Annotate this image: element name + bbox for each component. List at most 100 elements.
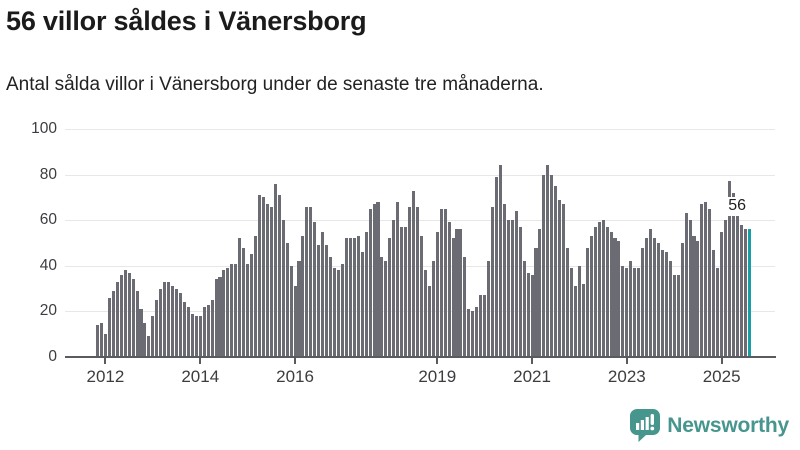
bar: [151, 315, 155, 357]
bar: [171, 286, 175, 357]
gridline: [65, 220, 775, 222]
bar: [96, 325, 100, 357]
bar: [364, 231, 368, 357]
bar: [115, 281, 119, 357]
bar: [139, 309, 143, 357]
bar: [566, 247, 570, 357]
bar: [254, 236, 258, 357]
bar: [119, 274, 123, 357]
bar: [182, 302, 186, 357]
bar-chart: [65, 129, 775, 357]
bar: [637, 268, 641, 357]
bar: [202, 306, 206, 357]
bar: [281, 220, 285, 357]
bar: [257, 195, 262, 357]
x-tick-label: 2025: [702, 367, 741, 386]
highlight-value-label: 56: [725, 197, 749, 216]
bar: [289, 265, 293, 357]
bar: [704, 201, 708, 357]
bar: [546, 165, 550, 357]
bar: [427, 286, 431, 357]
x-tick-mark: [720, 358, 723, 364]
bar: [277, 195, 281, 357]
bar: [720, 231, 724, 357]
bar: [356, 236, 360, 357]
x-tick-label: 2014: [181, 367, 220, 386]
bar: [336, 270, 341, 357]
bar: [186, 306, 190, 357]
newsworthy-logo[interactable]: Newsworthy: [630, 409, 789, 442]
bar: [135, 290, 139, 357]
x-tick-mark: [294, 358, 297, 364]
bar: [455, 229, 459, 357]
bar: [190, 313, 194, 357]
bar: [210, 300, 214, 357]
bar: [712, 249, 716, 357]
bar: [419, 236, 423, 357]
bar: [597, 222, 601, 357]
bar: [605, 227, 609, 357]
bar: [731, 192, 736, 357]
bar: [384, 261, 388, 357]
bar: [230, 263, 234, 357]
bar: [463, 256, 467, 357]
bar: [404, 227, 408, 357]
bar: [518, 227, 522, 357]
bar: [668, 261, 672, 357]
y-tick-label: 80: [39, 165, 57, 183]
bar: [593, 227, 597, 357]
bar: [348, 238, 352, 357]
bar: [475, 306, 479, 357]
bar: [581, 284, 585, 357]
highlighted-bar: [747, 229, 751, 357]
y-axis-labels: 0 20 40 60 80 100: [14, 120, 57, 365]
bar: [273, 183, 277, 357]
bar: [708, 208, 712, 357]
bar: [487, 261, 491, 357]
bar: [530, 274, 534, 357]
bar: [163, 281, 167, 357]
bar: [601, 220, 605, 357]
bar: [672, 274, 676, 357]
bar: [522, 261, 526, 357]
chart-subtitle: Antal sålda villor i Vänersborg under de…: [6, 74, 544, 95]
x-tick-label: 2023: [607, 367, 646, 386]
bar: [206, 304, 210, 357]
bar: [340, 263, 344, 357]
bar: [621, 265, 625, 357]
bars: [65, 129, 775, 357]
bar: [514, 211, 518, 357]
bar: [238, 238, 242, 357]
bar: [250, 254, 254, 357]
bar: [226, 268, 230, 357]
bar: [234, 263, 238, 357]
bar: [99, 322, 104, 357]
y-tick-label: 60: [39, 211, 57, 229]
bar: [143, 322, 147, 357]
x-tick-mark: [625, 358, 628, 364]
bar: [664, 252, 668, 357]
bar: [491, 206, 495, 357]
bar: [352, 238, 356, 357]
y-tick-label: 40: [39, 256, 57, 274]
bar: [285, 243, 289, 357]
gridline: [65, 174, 775, 176]
bar: [344, 238, 348, 357]
bar: [585, 247, 589, 357]
bar: [325, 245, 329, 357]
bar: [329, 256, 333, 357]
bar: [155, 300, 159, 357]
bar: [412, 190, 416, 357]
bar: [131, 279, 135, 357]
bar: [743, 229, 747, 357]
bar: [656, 243, 660, 357]
x-tick-mark: [436, 358, 439, 364]
bar: [265, 204, 269, 357]
bar: [147, 336, 151, 357]
bar: [111, 290, 115, 357]
bar: [534, 247, 538, 357]
bar: [368, 208, 372, 357]
bar: [194, 315, 198, 357]
bar: [317, 245, 321, 357]
x-axis-line: [65, 356, 776, 358]
